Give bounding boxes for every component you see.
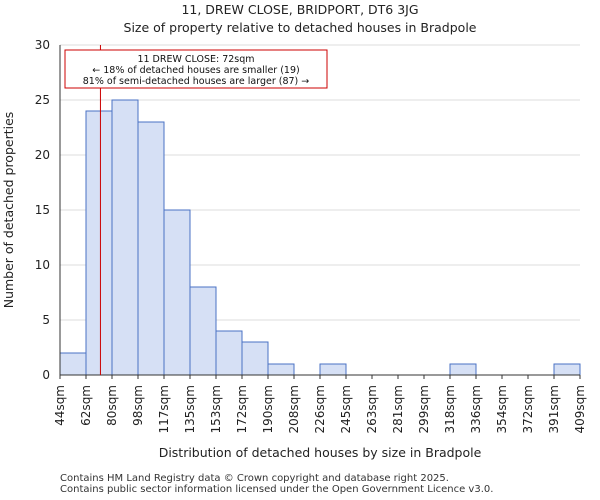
histogram-bar [267,363,295,376]
histogram-bar [137,121,165,376]
histogram-bar [449,363,477,376]
histogram-bar [215,330,243,376]
x-tick-label: 263sqm [365,385,379,433]
y-tick-label: 15 [35,203,50,217]
x-tick-label: 153sqm [209,385,223,433]
x-tick-label: 172sqm [235,385,249,433]
y-tick-label: 10 [35,258,50,272]
histogram-bar [241,341,269,376]
x-tick-label: 245sqm [339,385,353,433]
x-tick-label: 117sqm [157,385,171,433]
x-tick-label: 62sqm [79,385,93,426]
x-tick-label: 354sqm [495,385,509,433]
x-tick-label: 98sqm [131,385,145,426]
x-tick-label: 318sqm [443,385,457,433]
annotation-line-2: ← 18% of detached houses are smaller (19… [92,65,299,76]
y-tick-label: 30 [35,38,50,52]
footer-line-1: Contains HM Land Registry data © Crown c… [60,473,449,484]
x-tick-label: 190sqm [261,385,275,433]
y-tick-label: 25 [35,93,50,107]
x-tick-label: 208sqm [287,385,301,433]
histogram-bar [189,286,217,376]
annotation-line-3: 81% of semi-detached houses are larger (… [83,76,310,87]
x-tick-label: 44sqm [53,385,67,426]
y-tick-label: 0 [42,368,50,382]
annotation-line-1: 11 DREW CLOSE: 72sqm [137,54,254,65]
histogram-bar [553,363,581,376]
histogram-bar [163,209,191,376]
footer-line-2: Contains public sector information licen… [60,484,494,495]
x-tick-label: 281sqm [391,385,405,433]
y-tick-label: 20 [35,148,50,162]
y-tick-label: 5 [42,313,50,327]
x-tick-label: 226sqm [313,385,327,433]
chart-subtitle: Size of property relative to detached ho… [123,20,477,35]
x-tick-label: 135sqm [183,385,197,433]
x-tick-label: 409sqm [573,385,587,433]
annotation-box [64,49,328,89]
chart-title: 11, DREW CLOSE, BRIDPORT, DT6 3JG [181,2,419,17]
x-tick-label: 391sqm [547,385,561,433]
histogram-bar [319,363,347,376]
x-tick-label: 372sqm [521,385,535,433]
y-axis-label: Number of detached properties [1,112,16,309]
x-tick-label: 336sqm [469,385,483,433]
x-tick-label: 299sqm [417,385,431,433]
histogram-bar [59,352,87,376]
histogram-bar [85,110,113,376]
x-tick-label: 80sqm [105,385,119,426]
x-axis-label: Distribution of detached houses by size … [159,445,482,460]
histogram-bar [111,99,139,376]
